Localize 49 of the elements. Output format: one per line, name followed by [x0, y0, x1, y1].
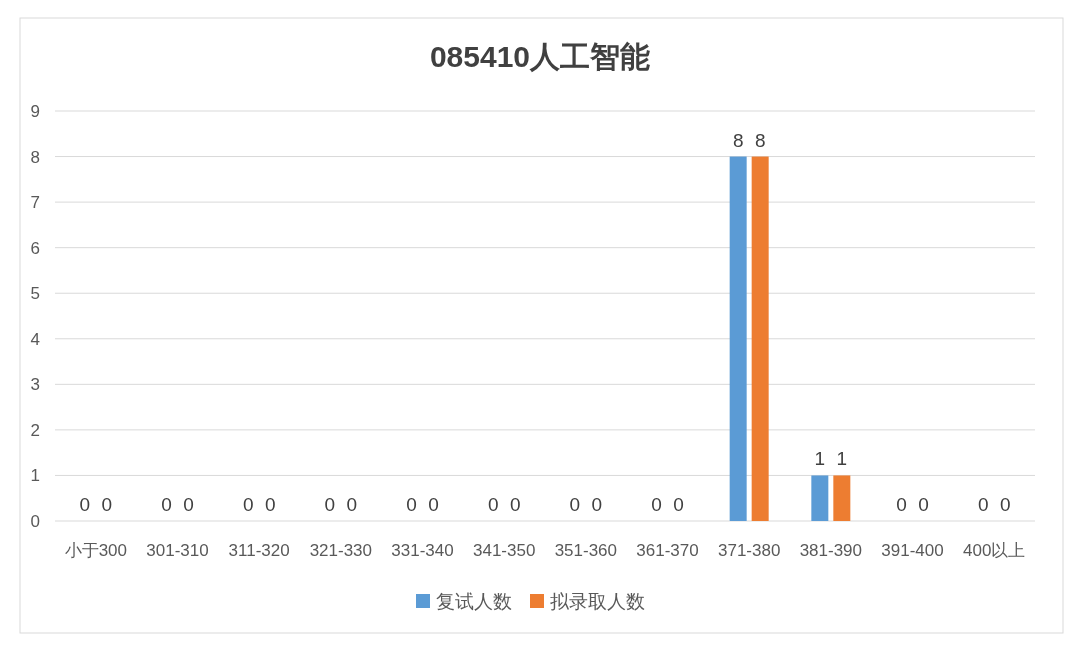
data-label: 0 [673, 494, 684, 515]
x-tick-label: 391-400 [881, 541, 944, 560]
data-label: 0 [346, 494, 358, 515]
y-tick-label: 7 [30, 193, 40, 213]
x-tick-label: 361-370 [636, 541, 699, 560]
legend-label: 复试人数 [436, 591, 512, 612]
y-tick-label: 5 [30, 284, 40, 304]
data-label: 0 [999, 494, 1011, 515]
data-label: 0 [591, 494, 603, 515]
data-label: 0 [487, 494, 499, 515]
y-tick-label: 1 [30, 466, 40, 486]
x-tick-label: 301-310 [146, 541, 209, 560]
data-label: 0 [651, 494, 662, 515]
data-label: 0 [183, 494, 194, 515]
data-label: 0 [101, 494, 113, 515]
legend-label: 拟录取人数 [550, 591, 645, 612]
data-label: 0 [569, 494, 581, 515]
x-tick-label: 小于300 [64, 541, 128, 560]
x-tick-label: 311-320 [228, 541, 290, 560]
x-tick-label: 381-390 [799, 541, 863, 560]
x-tick-label: 400以上 [962, 541, 1026, 560]
y-tick-label: 2 [30, 420, 40, 440]
x-tick-label: 341-350 [472, 541, 536, 560]
data-label: 0 [264, 494, 276, 515]
data-label: 1 [814, 448, 826, 470]
data-label: 8 [754, 129, 766, 151]
data-label: 0 [79, 494, 91, 515]
x-tick-label: 321-330 [309, 541, 373, 560]
y-tick-label: 6 [30, 238, 40, 258]
y-tick-label: 8 [30, 147, 40, 167]
data-label: 0 [896, 494, 907, 515]
x-tick-label: 351-360 [554, 541, 618, 560]
data-label: 0 [242, 494, 254, 515]
data-label: 0 [977, 494, 989, 515]
data-label: 0 [509, 494, 521, 515]
data-label: 0 [406, 494, 417, 515]
chart-title: 085410人工智能 [429, 40, 651, 73]
data-label: 0 [161, 494, 172, 515]
y-tick-label: 3 [30, 375, 40, 395]
data-label: 8 [732, 129, 744, 151]
y-tick-label: 9 [30, 102, 40, 121]
y-tick-label: 4 [30, 329, 40, 349]
data-label: 0 [324, 494, 336, 515]
data-label: 0 [918, 494, 929, 515]
x-tick-label: 371-380 [717, 541, 781, 560]
data-label: 0 [428, 494, 439, 515]
data-label: 1 [836, 448, 848, 470]
y-tick-label: 0 [30, 512, 40, 531]
x-tick-label: 331-340 [391, 541, 454, 560]
